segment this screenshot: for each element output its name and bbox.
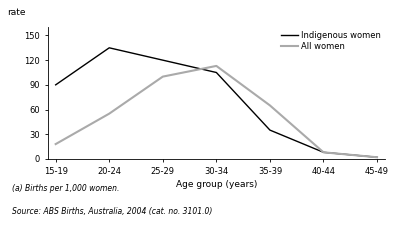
Legend: Indigenous women, All women: Indigenous women, All women: [281, 31, 381, 51]
All women: [107, 112, 112, 115]
All women: [214, 64, 219, 67]
Text: rate: rate: [7, 8, 26, 17]
All women: [375, 156, 380, 159]
All women: [321, 151, 326, 154]
All women: [160, 75, 165, 78]
All women: [53, 143, 58, 146]
Indigenous women: [53, 84, 58, 86]
Text: (a) Births per 1,000 women.: (a) Births per 1,000 women.: [12, 184, 119, 193]
Indigenous women: [160, 59, 165, 62]
X-axis label: Age group (years): Age group (years): [176, 180, 257, 189]
Line: Indigenous women: Indigenous women: [56, 48, 377, 157]
Text: Source: ABS Births, Australia, 2004 (cat. no. 3101.0): Source: ABS Births, Australia, 2004 (cat…: [12, 207, 212, 216]
Indigenous women: [268, 129, 272, 131]
Indigenous women: [375, 156, 380, 159]
All women: [268, 104, 272, 107]
Indigenous women: [107, 47, 112, 49]
Indigenous women: [321, 151, 326, 154]
Line: All women: All women: [56, 66, 377, 157]
Indigenous women: [214, 71, 219, 74]
